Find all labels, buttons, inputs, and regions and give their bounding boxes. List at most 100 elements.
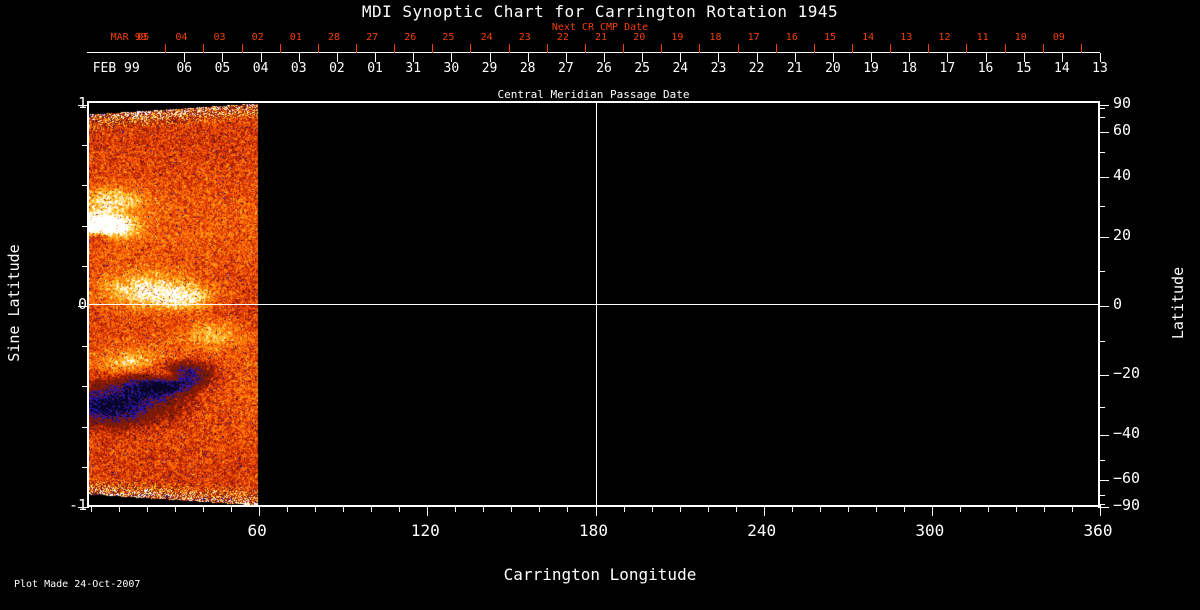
x-axis-tick — [959, 505, 961, 512]
cmp-date-label-next-cr: 27 — [366, 32, 379, 43]
cmp-tick-lower — [718, 53, 720, 62]
cmp-date-label-next-cr: 28 — [327, 32, 341, 43]
y-axis-left-tick — [82, 346, 89, 348]
x-axis-tick — [539, 505, 541, 512]
x-axis-label: 240 — [747, 521, 777, 540]
cmp-tick-lower — [603, 53, 605, 62]
cmp-date-label: 31 — [405, 61, 422, 76]
x-axis-tick — [343, 505, 345, 512]
cmp-tick-upper — [966, 44, 968, 53]
x-axis-label: 180 — [579, 521, 608, 540]
cmp-tick-lower — [336, 53, 338, 62]
x-axis-tick — [91, 505, 92, 512]
cmp-tick-upper — [470, 44, 472, 53]
cmp-tick-lower — [909, 53, 911, 62]
cmp-tick-lower — [1100, 53, 1101, 62]
cmp-date-label: 17 — [939, 61, 956, 76]
x-axis-tick — [791, 505, 793, 512]
cmp-date-label: 21 — [786, 61, 803, 76]
cmp-date-caption: Central Meridian Passage Date — [497, 88, 690, 101]
x-axis-tick — [147, 505, 149, 512]
y-axis-right-tick — [1098, 406, 1105, 408]
y-axis-right-tick — [1098, 480, 1109, 482]
cmp-date-label: 18 — [901, 61, 918, 76]
cmp-date-label-next-cr: 17 — [747, 32, 760, 43]
x-axis-tick — [847, 505, 849, 512]
cmp-date-label: 29 — [481, 61, 498, 76]
x-axis-tick — [399, 505, 401, 512]
x-axis-tick — [903, 505, 905, 512]
cmp-date-label: 02 — [329, 61, 345, 76]
cmp-tick-upper — [1080, 44, 1082, 53]
cmp-date-label-next-cr: 26 — [404, 32, 417, 43]
synoptic-chart-plot — [78, 101, 1109, 516]
y-axis-left-tick — [82, 265, 89, 267]
next-cr-cmp-date-label: Next CR CMP Date — [551, 22, 649, 33]
x-axis-tick — [819, 505, 821, 512]
cmp-tick-upper — [546, 44, 548, 53]
y-axis-right-label: −90 — [1113, 496, 1141, 514]
y-axis-left-tick — [82, 386, 89, 388]
cmp-tick-lower — [832, 53, 834, 62]
cmp-date-label: 25 — [634, 61, 650, 76]
plot-interior — [89, 103, 1098, 505]
plot-made-credit: Plot Made 24-Oct-2007 — [14, 579, 141, 590]
cmp-tick-lower — [375, 53, 377, 62]
y-axis-right-tick — [1098, 131, 1109, 133]
cmp-tick-upper — [851, 44, 853, 53]
cmp-tick-lower — [1061, 53, 1063, 62]
y-axis-left-tick — [82, 466, 89, 468]
cmp-tick-lower — [871, 53, 873, 62]
cmp-date-label: 13 — [1092, 61, 1108, 76]
cmp-tick-upper — [737, 44, 739, 53]
cmp-date-label-next-cr: 09 — [1052, 32, 1065, 43]
y-axis-left-tick — [78, 306, 89, 307]
cmp-tick-lower — [451, 53, 453, 62]
y-axis-right-tick — [1098, 117, 1105, 119]
cmp-date-label-next-cr: 01 — [289, 32, 302, 43]
cmp-date-label-next-cr: 13 — [900, 32, 913, 43]
cmp-tick-lower — [222, 53, 224, 62]
cmp-date-label-next-cr: 10 — [1014, 32, 1027, 43]
cmp-tick-upper — [355, 44, 357, 53]
cmp-tick-lower — [565, 53, 567, 62]
cmp-tick-lower — [756, 53, 758, 62]
cmp-tick-lower — [413, 53, 415, 62]
x-axis-label: 300 — [915, 521, 945, 540]
y-axis-right-tick — [1098, 105, 1109, 106]
y-axis-right-tick — [1098, 271, 1105, 273]
cmp-tick-lower — [260, 53, 262, 62]
x-axis-tick — [371, 505, 373, 512]
cmp-tick-lower — [184, 53, 186, 62]
cmp-tick-upper — [203, 44, 205, 53]
cmp-date-label-next-cr: 19 — [671, 32, 684, 43]
y-axis-right-tick — [1098, 435, 1109, 437]
cmp-date-label-next-cr: 23 — [518, 32, 531, 43]
cmp-date-label-next-cr: 18 — [709, 32, 722, 43]
cmp-tick-upper — [813, 44, 815, 53]
y-axis-right-tick — [1098, 494, 1105, 496]
cmp-date-label: 30 — [443, 61, 460, 76]
cmp-tick-upper — [165, 44, 167, 53]
longitude-180-gridline — [595, 103, 597, 505]
cmp-date-label: 15 — [1015, 61, 1032, 76]
x-axis-label: 360 — [1083, 521, 1113, 540]
cmp-tick-lower — [642, 53, 644, 62]
cmp-tick-upper — [279, 44, 281, 53]
x-axis-tick — [735, 505, 737, 512]
cmp-tick-lower — [489, 53, 491, 62]
x-axis-tick — [623, 505, 625, 512]
cmp-tick-lower — [985, 53, 987, 62]
y-axis-right-tick — [1098, 237, 1109, 239]
cmp-date-label: 01 — [367, 61, 383, 76]
x-axis-tick — [511, 505, 513, 512]
cmp-date-axis: MAR 99 FEB 99 05 04 03 02 01 28 27 26 25 24 23 22 21… — [87, 32, 1108, 76]
cmp-tick-upper — [241, 44, 243, 53]
cmp-date-label-next-cr: 22 — [556, 32, 569, 43]
cmp-date-label: 03 — [290, 61, 307, 76]
cmp-axis-month-red: MAR 99 — [110, 32, 147, 43]
cmp-date-label-next-cr: 02 — [251, 32, 264, 43]
y-axis-left-tick — [78, 507, 89, 508]
cmp-tick-upper — [394, 44, 396, 53]
y-axis-right-tick — [1098, 507, 1109, 508]
